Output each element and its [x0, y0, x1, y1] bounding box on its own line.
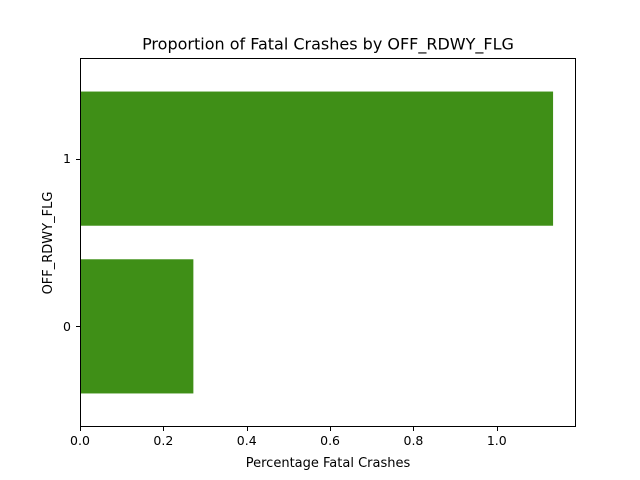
y-axis-ticks: 01: [63, 151, 80, 334]
x-axis-label: Percentage Fatal Crashes: [246, 456, 411, 471]
x-tick-label: 0.4: [237, 433, 257, 448]
bar-1: [80, 91, 554, 226]
x-tick-label: 1.0: [487, 433, 507, 448]
bar-0: [80, 259, 194, 394]
x-tick-label: 0.0: [70, 433, 90, 448]
y-tick-label: 0: [63, 319, 71, 334]
x-tick-label: 0.8: [404, 433, 424, 448]
axes: [80, 58, 576, 427]
y-tick-label: 1: [63, 151, 71, 166]
chart-title: Proportion of Fatal Crashes by OFF_RDWY_…: [142, 35, 514, 55]
y-axis-label: OFF_RDWY_FLG: [41, 192, 56, 295]
x-axis-ticks: 0.0 0.2 0.4 0.6 0.8 1.0: [70, 427, 507, 448]
bar-group: [80, 91, 554, 394]
x-tick-label: 0.2: [153, 433, 173, 448]
x-tick-label: 0.6: [320, 433, 340, 448]
